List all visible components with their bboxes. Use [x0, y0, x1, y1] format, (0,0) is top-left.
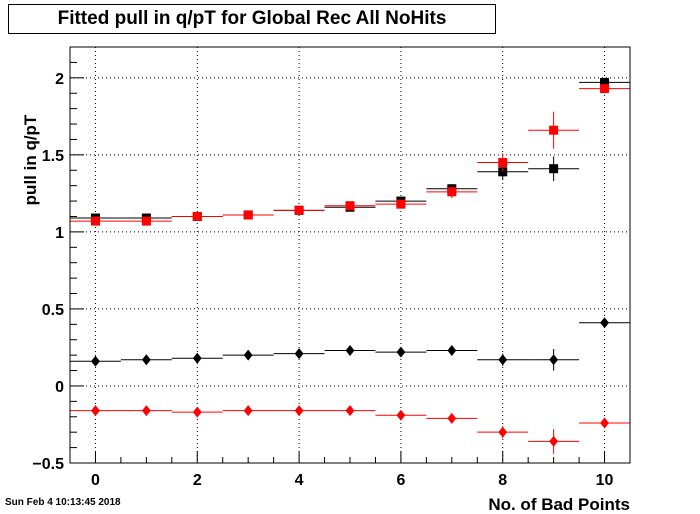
square-marker	[90, 216, 100, 226]
square-marker	[141, 216, 151, 226]
y-tick-label: 0.5	[42, 302, 64, 319]
y-tick-label: 0	[55, 379, 64, 396]
diamond-marker	[294, 405, 304, 417]
square-marker	[600, 84, 610, 94]
grid	[70, 47, 630, 464]
x-tick-label: 0	[91, 472, 100, 489]
diamond-marker	[600, 417, 609, 429]
square-marker	[294, 205, 304, 215]
square-marker	[192, 211, 202, 221]
y-axis-title: pull in q/pT	[21, 114, 40, 205]
diamond-marker	[294, 348, 304, 360]
diamond-marker	[345, 405, 355, 417]
diamond-marker	[447, 345, 457, 357]
timestamp: Sun Feb 4 10:13:45 2018	[5, 497, 121, 508]
square-marker	[396, 199, 406, 209]
square-marker	[447, 187, 457, 197]
diamond-marker	[396, 409, 406, 421]
square-marker	[345, 201, 355, 211]
diamond-marker	[498, 426, 508, 438]
x-tick-label: 8	[498, 472, 507, 489]
diamond-marker	[345, 345, 355, 357]
diamond-marker	[498, 354, 508, 366]
diamond-marker	[549, 435, 559, 447]
plot-frame	[69, 46, 631, 464]
y-tick-label: −0.5	[32, 456, 64, 473]
diamond-marker	[192, 406, 202, 418]
diamond-marker	[549, 354, 559, 366]
square-marker	[243, 210, 253, 220]
y-tick-label: 2	[55, 71, 64, 88]
y-tick-label: 1	[55, 225, 64, 242]
x-tick-label: 10	[596, 472, 614, 489]
square-marker	[498, 158, 508, 168]
diamond-marker	[141, 354, 151, 366]
diamond-marker	[243, 405, 253, 417]
diamond-marker	[396, 346, 406, 358]
diamond-marker	[91, 355, 100, 367]
x-axis-title: No. of Bad Points	[488, 495, 630, 514]
chart-title: Fitted pull in q/pT for Global Rec All N…	[8, 4, 496, 34]
x-tick-label: 4	[295, 472, 304, 489]
square-marker	[600, 77, 610, 87]
data-points	[70, 77, 630, 454]
square-marker	[549, 164, 559, 174]
axes: 0 2 4 6 8 10 −0.5 0 0.5 1 1.5 2	[32, 46, 631, 489]
diamond-marker	[447, 412, 457, 424]
diamond-marker	[192, 352, 202, 364]
x-tick-label: 6	[396, 472, 405, 489]
diamond-marker	[243, 349, 253, 361]
diamond-marker	[141, 405, 151, 417]
diamond-marker	[600, 317, 609, 329]
square-marker	[549, 125, 559, 135]
diamond-marker	[91, 405, 100, 417]
x-tick-label: 2	[193, 472, 202, 489]
y-tick-label: 1.5	[42, 148, 64, 165]
